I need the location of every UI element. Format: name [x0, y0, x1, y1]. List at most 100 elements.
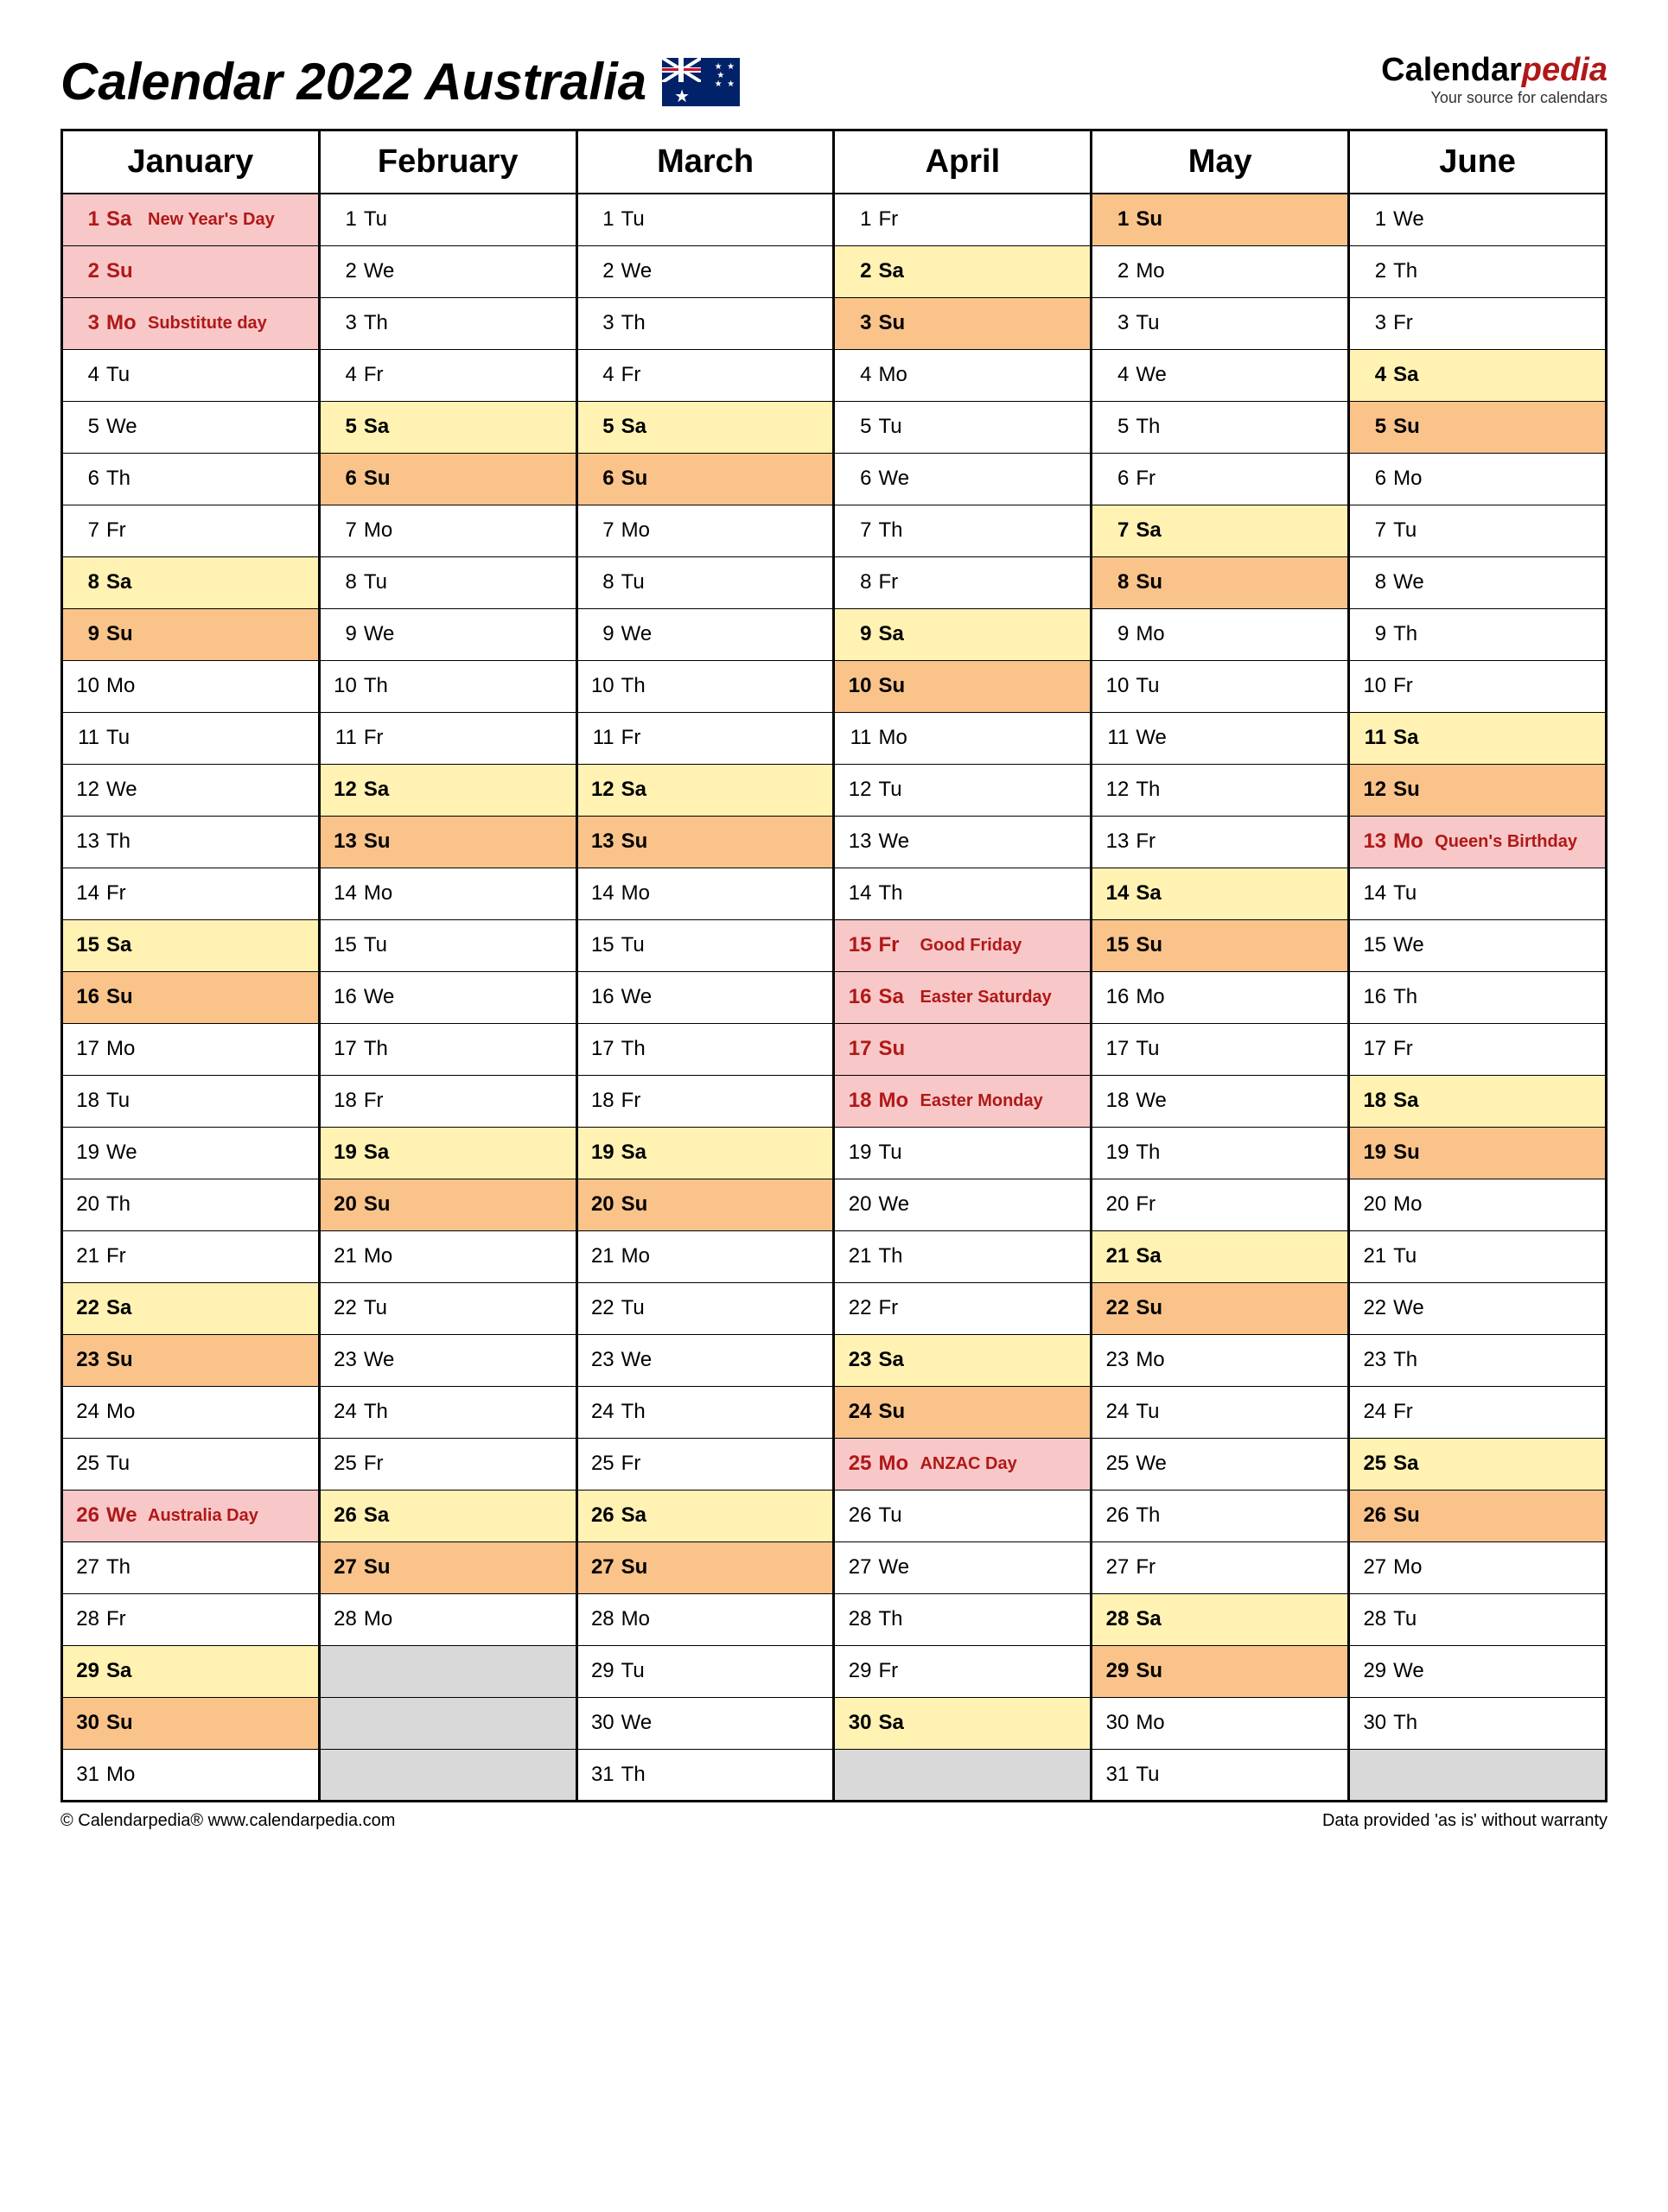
day-number: 4: [329, 363, 357, 387]
day-weekday: Sa: [621, 415, 656, 439]
day-weekday: Sa: [106, 1296, 141, 1320]
day-number: 18: [72, 1089, 99, 1113]
holiday-label: Easter Saturday: [920, 988, 1081, 1007]
day-number: 31: [587, 1763, 614, 1787]
day-weekday: Th: [878, 518, 913, 543]
day-weekday: Mo: [1393, 1192, 1428, 1217]
day-number: 30: [1101, 1711, 1129, 1735]
day-weekday: We: [364, 1348, 398, 1372]
day-cell: 14Th: [834, 868, 1092, 919]
day-cell: 27Su: [319, 1541, 576, 1593]
day-cell: 22Su: [1092, 1282, 1349, 1334]
holiday-label: New Year's Day: [148, 210, 309, 229]
day-number: 19: [1359, 1141, 1386, 1165]
day-number: 6: [72, 467, 99, 491]
day-weekday: Fr: [106, 518, 141, 543]
day-cell: 26Tu: [834, 1490, 1092, 1541]
day-cell: 8Tu: [319, 556, 576, 608]
day-weekday: Sa: [1136, 1607, 1170, 1631]
day-cell: 2Th: [1349, 245, 1607, 297]
day-weekday: Mo: [1136, 1711, 1170, 1735]
day-number: 1: [329, 207, 357, 232]
day-number: 19: [72, 1141, 99, 1165]
day-number: 11: [844, 726, 871, 750]
day-cell: 25MoANZAC Day: [834, 1438, 1092, 1490]
day-number: 5: [1359, 415, 1386, 439]
day-number: 9: [1101, 622, 1129, 646]
calendar-body: 1SaNew Year's Day1Tu1Tu1Fr1Su1We2Su2We2W…: [62, 194, 1607, 1801]
day-weekday: We: [1393, 207, 1428, 232]
day-weekday: Fr: [621, 363, 656, 387]
day-weekday: Su: [364, 467, 398, 491]
day-cell: 10Fr: [1349, 660, 1607, 712]
day-cell: 7Mo: [576, 505, 834, 556]
day-cell: 8Sa: [62, 556, 320, 608]
page-title: Calendar 2022 Australia: [60, 52, 646, 111]
day-number: 17: [329, 1037, 357, 1061]
day-number: 15: [72, 933, 99, 957]
day-weekday: Tu: [878, 778, 913, 802]
day-number: 24: [72, 1400, 99, 1424]
holiday-label: Easter Monday: [920, 1091, 1081, 1110]
day-weekday: Sa: [364, 415, 398, 439]
day-cell: 31Mo: [62, 1749, 320, 1801]
day-number: 16: [587, 985, 614, 1009]
day-weekday: Sa: [106, 207, 141, 232]
month-header: June: [1349, 130, 1607, 194]
day-cell: 28Fr: [62, 1593, 320, 1645]
day-weekday: Tu: [621, 570, 656, 594]
day-weekday: Fr: [1136, 830, 1170, 854]
day-cell: 11Fr: [319, 712, 576, 764]
day-number: 9: [844, 622, 871, 646]
day-weekday: Th: [364, 311, 398, 335]
page-header: Calendar 2022 Australia ★ ★ ★ ★★ ★ Calen…: [60, 52, 1608, 111]
day-number: 28: [329, 1607, 357, 1631]
day-number: 29: [844, 1659, 871, 1683]
day-number: 27: [72, 1555, 99, 1580]
day-number: 12: [72, 778, 99, 802]
day-cell: 18We: [1092, 1075, 1349, 1127]
day-cell: 30Th: [1349, 1697, 1607, 1749]
day-weekday: Su: [1393, 1141, 1428, 1165]
day-number: 1: [1101, 207, 1129, 232]
day-cell: 4Sa: [1349, 349, 1607, 401]
day-number: 1: [587, 207, 614, 232]
day-cell: 29Fr: [834, 1645, 1092, 1697]
day-cell: 19We: [62, 1127, 320, 1179]
day-number: 17: [587, 1037, 614, 1061]
day-number: 26: [1101, 1503, 1129, 1528]
day-weekday: Th: [621, 1763, 656, 1787]
day-weekday: Mo: [1393, 830, 1428, 854]
day-cell: 26Th: [1092, 1490, 1349, 1541]
day-number: 22: [329, 1296, 357, 1320]
day-weekday: Mo: [106, 1763, 141, 1787]
day-weekday: Mo: [1136, 622, 1170, 646]
day-number: 5: [72, 415, 99, 439]
day-cell: 1Fr: [834, 194, 1092, 245]
day-weekday: Tu: [1136, 1400, 1170, 1424]
day-cell: 9 Mo: [1092, 608, 1349, 660]
day-cell: 16Mo: [1092, 971, 1349, 1023]
day-number: 23: [587, 1348, 614, 1372]
day-number: 25: [1101, 1452, 1129, 1476]
day-number: 19: [1101, 1141, 1129, 1165]
day-cell: 25Fr: [576, 1438, 834, 1490]
holiday-label: Queen's Birthday: [1435, 832, 1596, 851]
day-cell: 21Sa: [1092, 1230, 1349, 1282]
day-weekday: Th: [106, 1555, 141, 1580]
day-cell: 6Mo: [1349, 453, 1607, 505]
day-cell: 12Sa: [576, 764, 834, 816]
brand-block: Calendarpedia Your source for calendars: [1381, 52, 1608, 107]
day-number: 6: [329, 467, 357, 491]
day-number: 22: [1359, 1296, 1386, 1320]
day-cell: 28Mo: [319, 1593, 576, 1645]
day-cell: 6Th: [62, 453, 320, 505]
day-cell: 8Su: [1092, 556, 1349, 608]
day-cell: 12Sa: [319, 764, 576, 816]
day-cell: 13Su: [319, 816, 576, 868]
holiday-label: Good Friday: [920, 936, 1081, 955]
day-cell: [319, 1749, 576, 1801]
day-cell: 11We: [1092, 712, 1349, 764]
day-cell: 22Sa: [62, 1282, 320, 1334]
month-header: February: [319, 130, 576, 194]
